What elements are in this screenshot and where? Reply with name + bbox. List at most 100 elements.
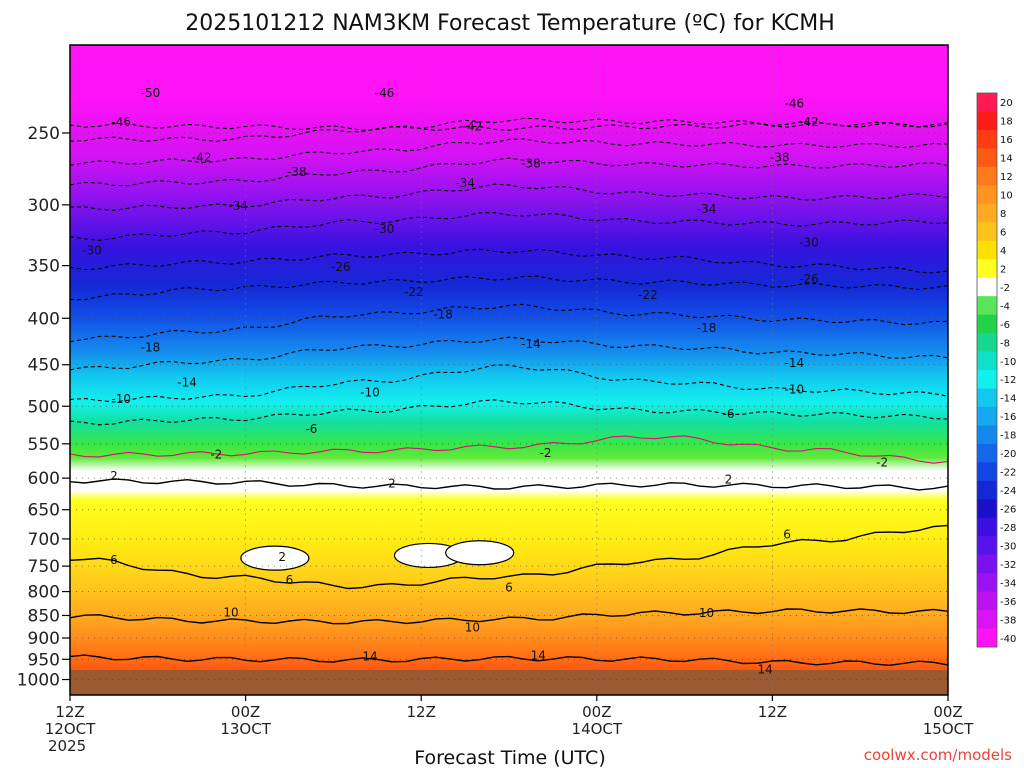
isotherm-minus-30: [70, 212, 948, 241]
colorbar: 20 18 16 14 12 10 8 6 4 2 -2 -4 -6 -8 -10 -12 -14 -16 -18 -…: [976, 92, 1016, 648]
y-tick-label: 300: [28, 196, 60, 216]
contour-label: -38: [287, 165, 307, 179]
colorbar-swatch: [977, 536, 997, 556]
y-tick-label: 800: [28, 583, 60, 603]
x-tick-label: 12Z: [55, 703, 84, 721]
x-tick-label: 13OCT: [220, 720, 271, 738]
contour-label: -42: [192, 150, 212, 164]
contour-label: -50: [141, 86, 161, 100]
colorbar-swatch: [977, 591, 997, 611]
isotherm-minus-34: [70, 183, 948, 211]
x-tick-label: 12Z: [758, 703, 787, 721]
colorbar-label: -18: [1000, 431, 1016, 442]
contour-label: -42: [463, 120, 483, 134]
colorbar-label: -2: [1000, 283, 1010, 294]
y-tick-label: 950: [28, 650, 60, 670]
y-tick-label: 750: [28, 557, 60, 577]
contour-label: -38: [521, 156, 541, 170]
colorbar-swatch: [977, 259, 997, 279]
y-tick-label: 650: [28, 501, 60, 521]
y-tick-label: 450: [28, 356, 60, 376]
colorbar-label: -6: [1000, 320, 1010, 331]
y-tick-label: 900: [28, 629, 60, 649]
colorbar-swatch: [977, 93, 997, 112]
colorbar-label: -8: [1000, 338, 1010, 349]
colorbar-label: -14: [1000, 394, 1016, 405]
plot-area: -50 -46 -46 -46 -42 -42 -42 -38 -38 -38 -34 -34 -34 -…: [70, 45, 948, 695]
colorbar-label: -30: [1000, 541, 1016, 552]
colorbar-label: 20: [1000, 98, 1013, 109]
x-tick-label: 00Z: [582, 703, 611, 721]
colorbar-swatch: [977, 554, 997, 574]
x-tick-label: 00Z: [231, 703, 260, 721]
colorbar-swatch: [977, 425, 997, 445]
contour-label: -34: [697, 202, 717, 216]
y-tick-label: 250: [28, 124, 60, 144]
isotherm-minus-18: [70, 303, 948, 343]
contour-label: 2: [110, 469, 118, 483]
contour-label: -10: [785, 382, 805, 396]
colorbar-swatch: [977, 185, 997, 205]
colorbar-swatch: [977, 148, 997, 168]
contour-label: 14: [531, 649, 546, 663]
contour-label: 6: [286, 573, 294, 587]
contour-label: -34: [455, 176, 475, 190]
colorbar-swatch: [977, 610, 997, 630]
colorbar-swatch: [977, 628, 997, 648]
contour-label: -14: [177, 376, 197, 390]
colorbar-label: 10: [1000, 191, 1013, 202]
contour-label: -22: [404, 285, 424, 299]
colorbar-swatch: [977, 499, 997, 519]
colorbar-swatch: [977, 203, 997, 223]
colorbar-label: -16: [1000, 412, 1016, 423]
colorbar-swatch: [977, 296, 997, 316]
x-tick-label: 2025: [48, 737, 86, 755]
contour-label: 14: [362, 649, 377, 663]
contour-label: -34: [228, 199, 248, 213]
grid-lines: [70, 45, 948, 695]
colorbar-swatch: [977, 388, 997, 408]
y-tick-label: 500: [28, 397, 60, 417]
colorbar-swatch: [977, 240, 997, 260]
contour-label: -14: [785, 356, 805, 370]
isotherm-10: [70, 608, 948, 625]
contour-label: -6: [723, 407, 735, 421]
contour-label: -6: [305, 422, 317, 436]
contour-label: -18: [141, 341, 161, 355]
colorbar-swatch: [977, 129, 997, 149]
contour-label: 6: [110, 553, 118, 567]
isotherm-contours: [70, 117, 948, 667]
colorbar-swatch: [977, 517, 997, 537]
contour-label: -10: [111, 392, 131, 406]
isotherm-minus-26: [70, 248, 948, 274]
chart-title: 2025101212 NAM3KM Forecast Temperature (…: [185, 11, 835, 36]
colorbar-label: -4: [1000, 301, 1010, 312]
isotherm-2: [70, 478, 948, 491]
y-tick-label: 400: [28, 309, 60, 329]
colorbar-swatch: [977, 277, 997, 297]
y-tick-label: 850: [28, 606, 60, 626]
colorbar-swatch: [977, 111, 997, 131]
colorbar-swatch: [977, 314, 997, 334]
isotherm-minus-42: [70, 138, 948, 166]
contour-label: -26: [799, 272, 819, 286]
colorbar-label: -20: [1000, 449, 1016, 460]
contour-label: 10: [465, 620, 480, 634]
contour-label: 2: [278, 550, 286, 564]
contour-label: -2: [210, 447, 222, 461]
colorbar-label: 8: [1000, 209, 1006, 220]
contour-label: -26: [331, 260, 351, 274]
above-freezing-pockets: [240, 540, 515, 571]
x-tick-label: 12Z: [407, 703, 436, 721]
contour-label: -14: [521, 337, 541, 351]
credit-link[interactable]: coolwx.com/models: [864, 746, 1012, 764]
contour-label: -30: [375, 222, 395, 236]
y-tick-label: 700: [28, 530, 60, 550]
colorbar-label: -38: [1000, 615, 1016, 626]
isotherm-6: [70, 524, 948, 590]
x-axis-label: Forecast Time (UTC): [414, 747, 605, 768]
contour-label: -2: [540, 446, 552, 460]
contour-label: 6: [505, 581, 513, 595]
colorbar-label: -40: [1000, 634, 1016, 645]
colorbar-label: 12: [1000, 172, 1013, 183]
